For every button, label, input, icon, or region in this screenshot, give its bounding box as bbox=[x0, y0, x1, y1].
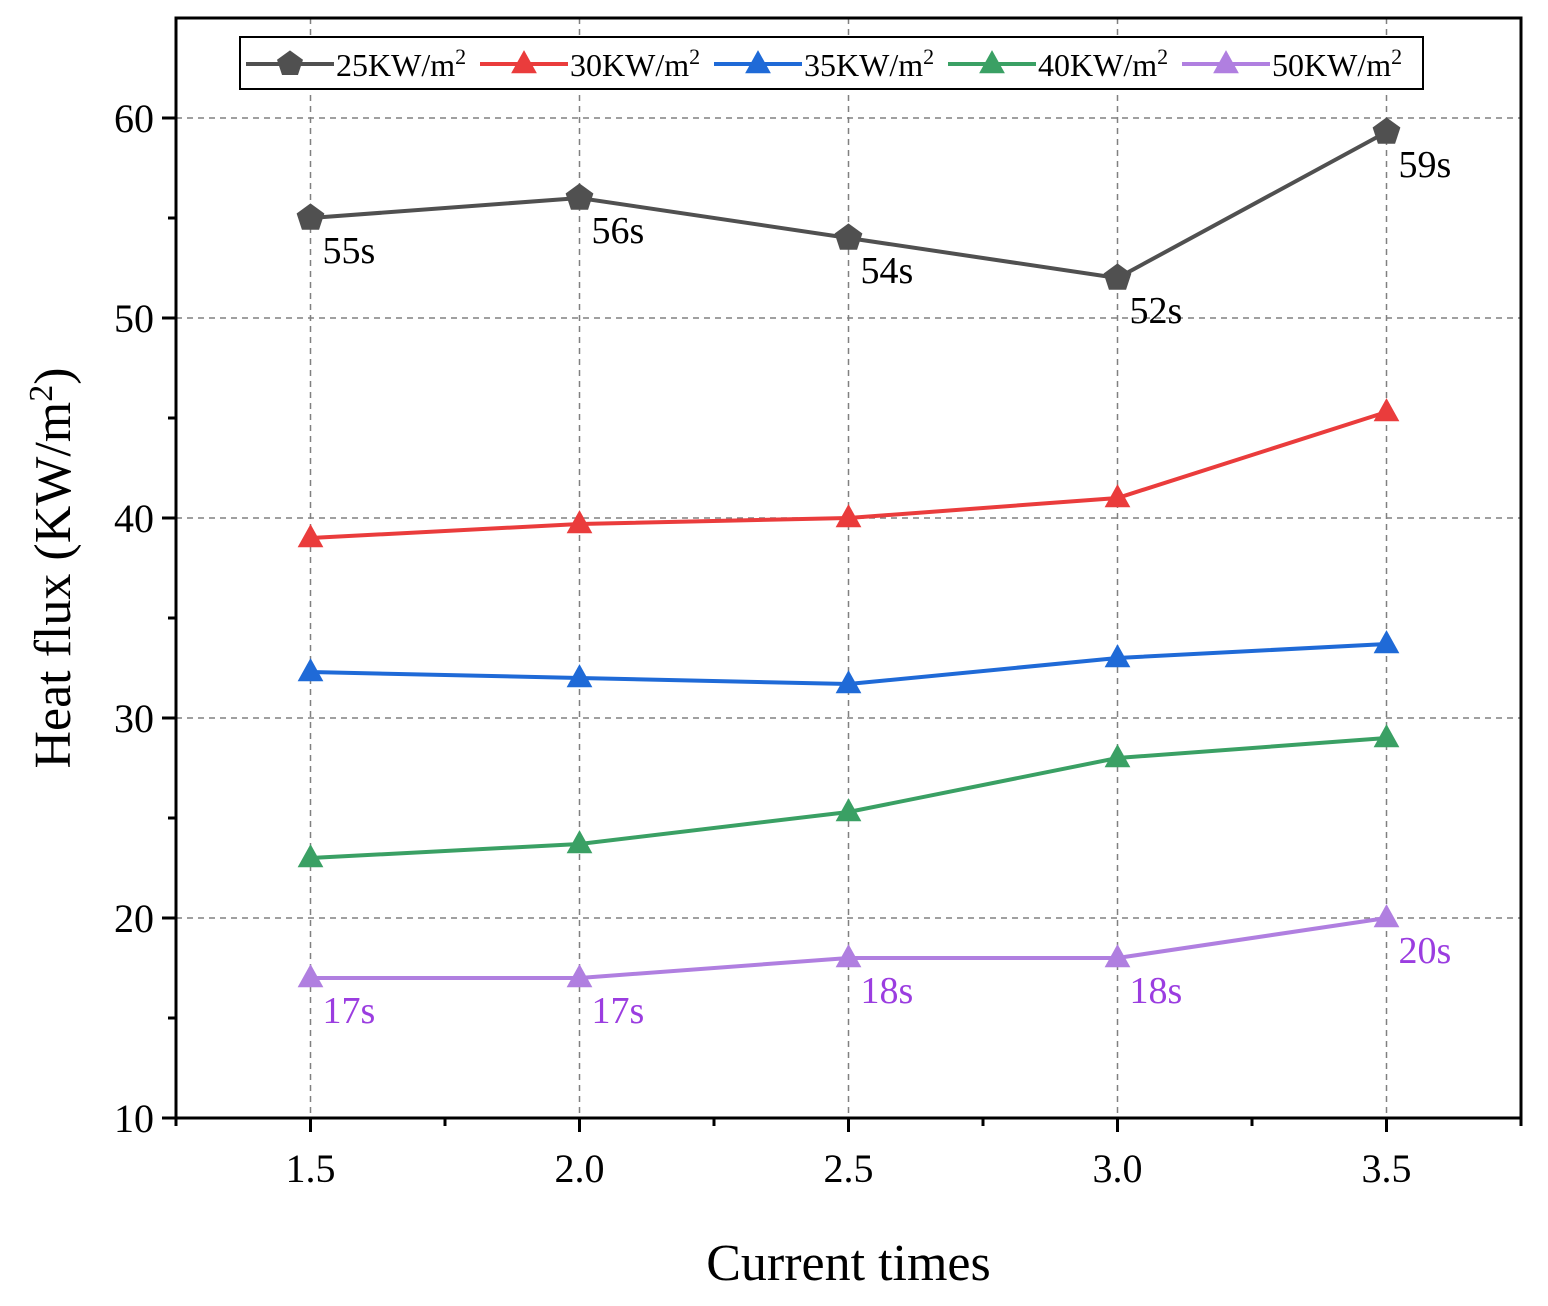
series-4-data-label-0: 17s bbox=[323, 990, 376, 1032]
x-tick-label-0: 1.5 bbox=[286, 1146, 336, 1191]
series-0-point-2 bbox=[834, 223, 863, 250]
series-4-data-label-4: 20s bbox=[1399, 930, 1452, 972]
legend-label-0: 25KW/m2 bbox=[336, 44, 466, 83]
y-axis-label-close: ) bbox=[25, 367, 82, 384]
series-4-point-4 bbox=[1373, 904, 1400, 928]
series-4-data-label-2: 18s bbox=[861, 970, 914, 1012]
series-3-point-3 bbox=[1104, 744, 1131, 768]
series-1-point-2 bbox=[835, 504, 862, 528]
series-0-data-label-3: 52s bbox=[1130, 290, 1183, 332]
series-0-point-1 bbox=[565, 183, 594, 210]
x-tick-label-2: 2.5 bbox=[824, 1146, 874, 1191]
series-2-point-3 bbox=[1104, 644, 1131, 668]
series-2-point-2 bbox=[835, 670, 862, 694]
legend-label-sup-3: 2 bbox=[1157, 44, 1168, 69]
legend-label-3: 40KW/m2 bbox=[1038, 44, 1168, 83]
series-0-point-0 bbox=[296, 203, 325, 230]
series-4-point-3 bbox=[1104, 944, 1131, 968]
series-0-data-label-2: 54s bbox=[861, 250, 914, 292]
series-lines bbox=[296, 117, 1401, 988]
series-0-data-label-4: 59s bbox=[1399, 144, 1452, 186]
y-axis-label-sup: 2 bbox=[23, 385, 60, 402]
legend-marker-3 bbox=[979, 50, 1005, 74]
series-3-point-2 bbox=[835, 798, 862, 822]
series-3-point-4 bbox=[1373, 724, 1400, 748]
series-0-data-label-0: 55s bbox=[323, 230, 376, 272]
series-4-point-0 bbox=[297, 964, 324, 988]
legend-label-sup-2: 2 bbox=[923, 44, 934, 69]
legend-label-sup-4: 2 bbox=[1391, 44, 1402, 69]
series-2-point-4 bbox=[1373, 630, 1400, 654]
series-4-point-2 bbox=[835, 944, 862, 968]
series-0-point-4 bbox=[1372, 117, 1401, 144]
legend-label-4: 50KW/m2 bbox=[1272, 44, 1402, 83]
y-tick-label-2: 30 bbox=[114, 696, 154, 741]
axis-ticks: 10 20 30 40 50 60 1.5 2.0 2.5 3.0 3.5 bbox=[114, 96, 1523, 1191]
legend-label-sup-1: 2 bbox=[689, 44, 700, 69]
y-tick-label-5: 60 bbox=[114, 96, 154, 141]
legend-marker-2 bbox=[745, 50, 771, 74]
series-1-point-1 bbox=[566, 510, 593, 534]
y-tick-label-0: 10 bbox=[114, 1096, 154, 1141]
series-4-data-label-1: 17s bbox=[592, 990, 645, 1032]
series-2-point-1 bbox=[566, 664, 593, 688]
y-axis-label: Heat flux (KW/m2) bbox=[23, 367, 82, 768]
series-3-point-1 bbox=[566, 830, 593, 854]
series-1-point-4 bbox=[1373, 398, 1400, 422]
legend-label-sup-0: 2 bbox=[455, 44, 466, 69]
legend-marker-4 bbox=[1213, 50, 1239, 74]
point-labels: 55s 56s 54s 52s 59s 17s 17s 18s 18s 20s bbox=[323, 144, 1452, 1032]
series-4-data-label-3: 18s bbox=[1130, 970, 1183, 1012]
x-tick-label-3: 3.0 bbox=[1093, 1146, 1143, 1191]
y-tick-label-4: 50 bbox=[114, 296, 154, 341]
y-tick-label-1: 20 bbox=[114, 896, 154, 941]
series-0-data-label-1: 56s bbox=[592, 210, 645, 252]
series-3-point-0 bbox=[297, 844, 324, 868]
series-0-point-3 bbox=[1103, 263, 1132, 290]
x-tick-label-4: 3.5 bbox=[1362, 1146, 1412, 1191]
x-axis-label: Current times bbox=[706, 1235, 991, 1292]
series-4-point-1 bbox=[566, 964, 593, 988]
series-2-point-0 bbox=[297, 658, 324, 682]
y-tick-label-3: 40 bbox=[114, 496, 154, 541]
x-tick-label-1: 2.0 bbox=[555, 1146, 605, 1191]
legend-marker-1 bbox=[511, 50, 537, 74]
legend: 25KW/m2 30KW/m2 35KW/m2 40KW/m2 50KW/m2 bbox=[239, 36, 1424, 90]
series-1-point-0 bbox=[297, 524, 324, 548]
legend-label-2: 35KW/m2 bbox=[804, 44, 934, 83]
series-1-point-3 bbox=[1104, 484, 1131, 508]
legend-marker-0 bbox=[277, 50, 303, 75]
legend-label-1: 30KW/m2 bbox=[570, 44, 700, 83]
